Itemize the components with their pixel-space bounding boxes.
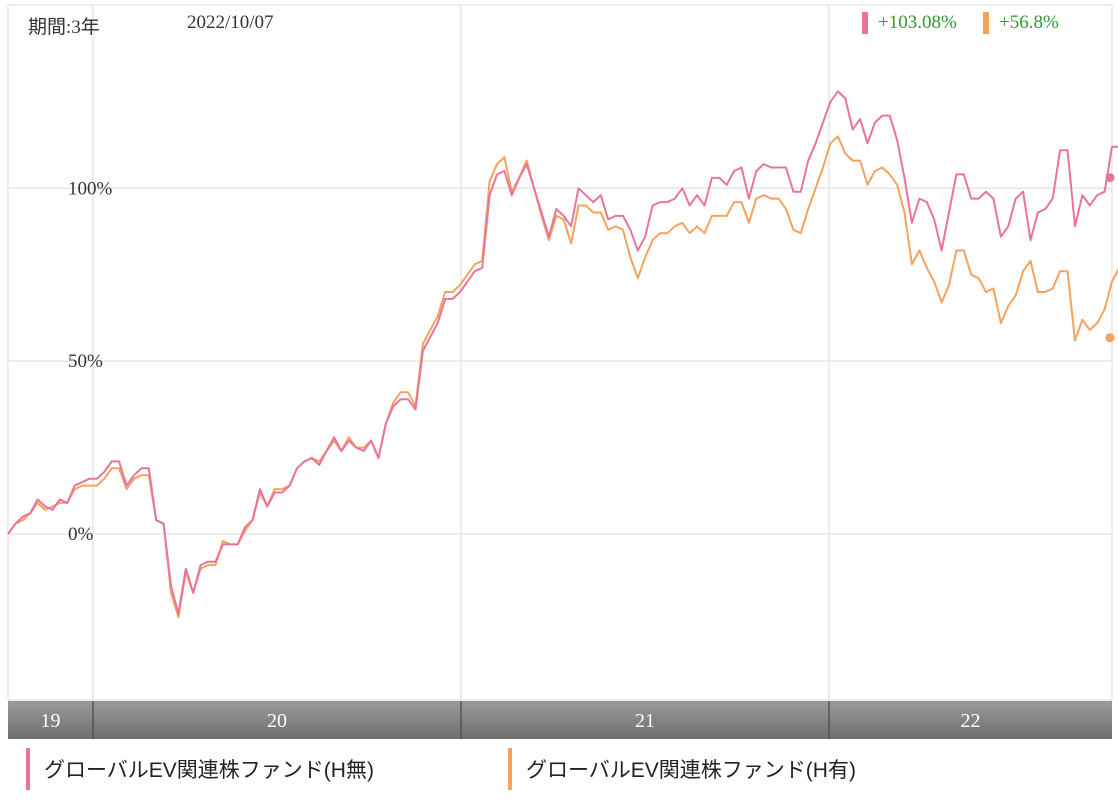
legend: グローバルEV関連株ファンド(H無) グローバルEV関連株ファンド(H有) <box>0 742 1118 800</box>
period-label: 期間:3年 <box>28 17 100 38</box>
y-tick-label: 100% <box>68 178 113 199</box>
plot-frame <box>7 4 1113 701</box>
vertical-grid <box>92 5 830 700</box>
legend-label: グローバルEV関連株ファンド(H有) <box>526 759 856 782</box>
series-end-dot-1 <box>1105 333 1115 343</box>
series-end-dot-0 <box>1105 173 1115 183</box>
date-label: 2022/10/07 <box>187 12 274 33</box>
line-chart: 100% 50% 0% 19 20 21 22 <box>7 4 1118 739</box>
horizontal-grid <box>8 187 1112 535</box>
series-line-1 <box>7 135 1118 618</box>
chart-area: 100% 50% 0% 19 20 21 22 期間:3年 2022/10/07 +103… <box>7 4 1118 739</box>
x-axis-band: 19 20 21 22 <box>8 701 1112 739</box>
x-axis-band-bg <box>8 701 1112 739</box>
x-tick-label: 21 <box>635 710 655 732</box>
x-tick-label: 19 <box>41 710 61 732</box>
legend-item-h-hedged[interactable]: グローバルEV関連株ファンド(H有) <box>508 748 856 790</box>
y-axis-ticks: 100% 50% 0% <box>68 178 113 545</box>
legend-item-h-none[interactable]: グローバルEV関連株ファンド(H無) <box>26 748 374 790</box>
series-end-dots <box>1105 173 1115 343</box>
return-value-h-none: +103.08% <box>862 12 957 34</box>
y-tick-label: 0% <box>68 524 94 545</box>
y-tick-label: 50% <box>68 351 103 372</box>
series-line-0 <box>7 90 1118 615</box>
series-lines <box>7 90 1118 618</box>
legend-label: グローバルEV関連株ファンド(H無) <box>44 759 374 782</box>
x-tick-label: 22 <box>961 710 981 732</box>
x-tick-label: 20 <box>267 710 287 732</box>
return-value-h-hedged: +56.8% <box>983 12 1059 34</box>
